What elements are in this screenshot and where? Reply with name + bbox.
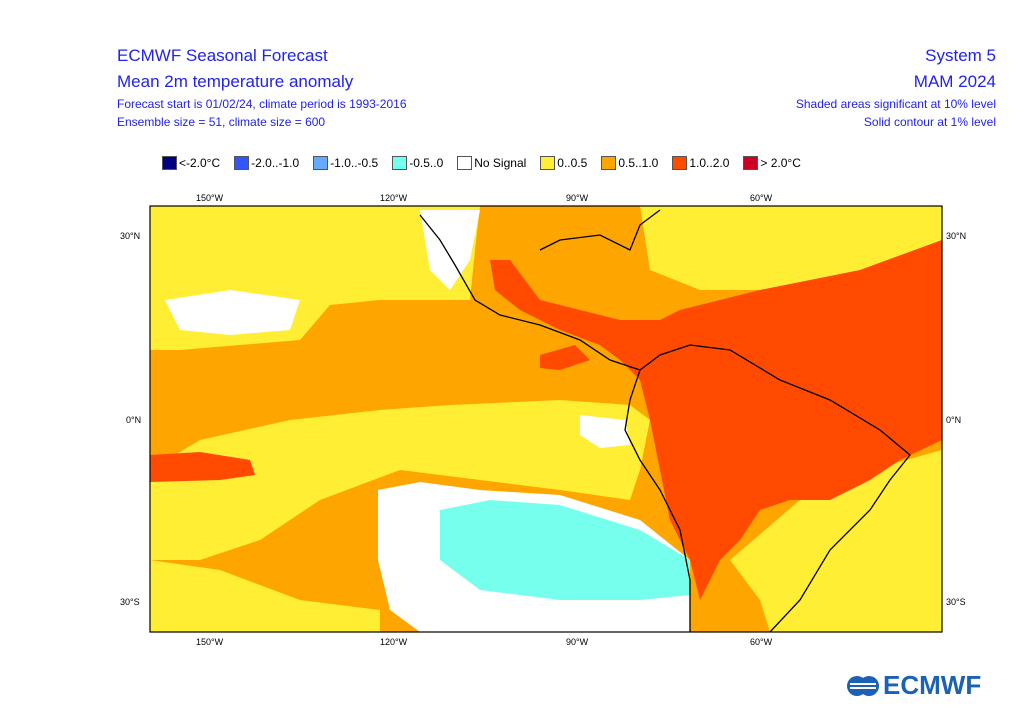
legend-swatch <box>162 156 177 170</box>
legend-item: > 2.0°C <box>743 156 801 170</box>
legend-label: 0..0.5 <box>557 156 588 170</box>
legend-label: -2.0..-1.0 <box>251 156 300 170</box>
legend-item: 1.0..2.0 <box>672 156 729 170</box>
coastline <box>419 209 911 632</box>
ecmwf-logo: ECMWF <box>846 670 981 701</box>
system-label: System 5 <box>925 46 996 65</box>
lat-label-left: 0°N <box>126 415 142 425</box>
title: ECMWF Seasonal Forecast <box>117 46 328 65</box>
lat-label-right: 30°S <box>946 597 966 607</box>
anomaly-0-0.5-south <box>150 560 380 632</box>
legend-label: No Signal <box>474 156 527 170</box>
forecast-info: Forecast start is 01/02/24, climate peri… <box>117 97 407 111</box>
legend-label: -1.0..-0.5 <box>330 156 379 170</box>
anomaly-0-0.5-south-america <box>730 450 942 632</box>
lon-label-bottom: 150°W <box>196 637 224 647</box>
legend-swatch <box>457 156 473 170</box>
contour-note: Solid contour at 1% level <box>863 115 996 129</box>
legend-swatch <box>601 156 617 170</box>
lat-label-left: 30°S <box>120 597 140 607</box>
legend-item: 0.5..1.0 <box>601 156 658 170</box>
lat-label-right: 30°N <box>946 231 967 241</box>
legend-swatch <box>540 156 556 170</box>
anomaly-1.0-2.0-pacific <box>150 452 255 482</box>
map-frame <box>149 205 943 633</box>
lon-label-bottom: 120°W <box>380 637 408 647</box>
legend-item: -2.0..-1.0 <box>234 156 299 170</box>
no-signal-north <box>165 290 300 335</box>
lon-label-top: 120°W <box>380 193 408 203</box>
legend-swatch <box>743 156 759 170</box>
subtitle: Mean 2m temperature anomaly <box>117 72 354 91</box>
legend-label: -0.5..0 <box>409 156 444 170</box>
legend-swatch <box>313 156 329 170</box>
legend-item: <-2.0°C <box>162 156 220 170</box>
legend-label: 0.5..1.0 <box>618 156 659 170</box>
lon-label-top: 90°W <box>566 193 589 203</box>
legend-label: <-2.0°C <box>179 156 221 170</box>
legend-swatch <box>234 156 250 170</box>
lon-label-top: 150°W <box>196 193 224 203</box>
ecmwf-logo-icon <box>847 675 879 696</box>
no-signal-equator <box>580 415 630 448</box>
season-label: MAM 2024 <box>913 72 996 91</box>
legend-swatch <box>672 156 688 170</box>
legend: <-2.0°C -2.0..-1.0 -1.0..-0.5 -0.5..0 No Sig… <box>162 156 815 170</box>
legend-item: 0..0.5 <box>540 156 587 170</box>
anomaly-minus-0.5-0 <box>440 500 690 600</box>
lon-label-top: 60°W <box>750 193 773 203</box>
legend-item: No Signal <box>457 156 526 170</box>
legend-label: 1.0..2.0 <box>689 156 730 170</box>
legend-swatch <box>392 156 408 170</box>
no-signal-mexico <box>420 210 480 290</box>
legend-item: -1.0..-0.5 <box>313 156 378 170</box>
anomaly-0-0.5-equator <box>150 400 650 560</box>
lat-label-left: 30°N <box>120 231 141 241</box>
lon-label-bottom: 90°W <box>566 637 589 647</box>
legend-item: -0.5..0 <box>392 156 443 170</box>
ensemble-info: Ensemble size = 51, climate size = 600 <box>117 115 326 129</box>
lat-label-right: 0°N <box>946 415 962 425</box>
anomaly-1.0-2.0-patch <box>540 345 590 370</box>
legend-label: > 2.0°C <box>760 156 801 170</box>
anomaly-1.0-2.0 <box>490 240 942 600</box>
ecmwf-logo-text: ECMWF <box>883 670 982 700</box>
significance-note: Shaded areas significant at 10% level <box>795 97 996 111</box>
lon-label-bottom: 60°W <box>750 637 773 647</box>
